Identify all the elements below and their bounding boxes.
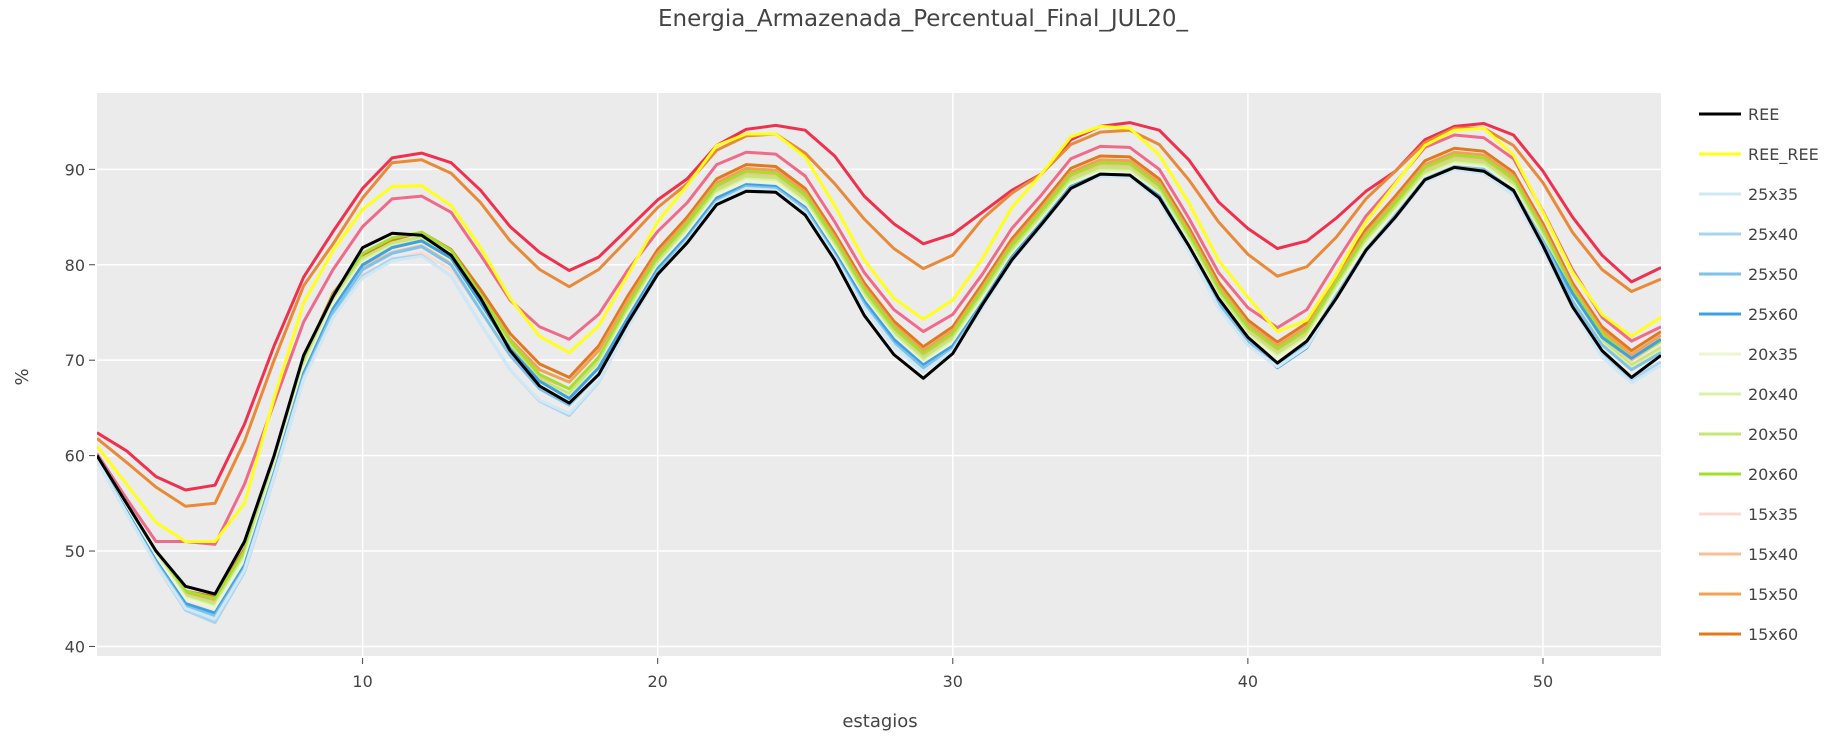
legend-item[interactable]: 25x60: [1699, 305, 1798, 324]
series-line-20x60: [97, 153, 1661, 601]
legend-item[interactable]: 20x50: [1699, 425, 1798, 444]
legend-label: 15x50: [1748, 585, 1798, 604]
legend-label: 15x60: [1748, 625, 1798, 644]
y-axis-ticks: 40 50 60 70 80 90: [65, 160, 95, 656]
legend-label: 20x50: [1748, 425, 1798, 444]
plot-area: [97, 93, 1661, 656]
legend-label: 15x35: [1748, 505, 1798, 524]
series-line-unlabeled-15: [97, 126, 1661, 508]
legend-item[interactable]: 25x35: [1699, 185, 1798, 204]
series-line-20x50: [97, 158, 1661, 605]
legend-label: 20x35: [1748, 345, 1798, 364]
legend-item[interactable]: 15x60: [1699, 625, 1798, 644]
legend-label: 15x40: [1748, 545, 1798, 564]
gridlines: [97, 93, 1661, 656]
legend-item[interactable]: 20x40: [1699, 385, 1798, 404]
legend-label: 20x60: [1748, 465, 1798, 484]
x-tick-label: 20: [647, 672, 667, 691]
y-tick-label: 80: [65, 256, 85, 275]
series-line-ree: [97, 165, 1661, 596]
legend-item[interactable]: 15x50: [1699, 585, 1798, 604]
x-tick-label: 50: [1533, 672, 1553, 691]
series-lines: [97, 121, 1661, 625]
legend-item[interactable]: 15x35: [1699, 505, 1798, 524]
legend-item[interactable]: 15x40: [1699, 545, 1798, 564]
y-tick-label: 60: [65, 447, 85, 466]
legend-label: 25x50: [1748, 265, 1798, 284]
y-tick-label: 40: [65, 637, 85, 656]
legend-item[interactable]: 25x40: [1699, 225, 1798, 244]
y-axis-label: %: [12, 368, 33, 385]
series-line-ree-ree: [97, 124, 1661, 543]
legend-item[interactable]: 20x60: [1699, 465, 1798, 484]
legend: REE REE_REE 25x35 25x40 25x50 25x60 20x35 20x40…: [1699, 105, 1819, 644]
y-tick-label: 50: [65, 542, 85, 561]
legend-label: 20x40: [1748, 385, 1798, 404]
legend-label: 25x60: [1748, 305, 1798, 324]
legend-label: REE_REE: [1748, 145, 1819, 165]
x-tick-label: 30: [943, 672, 963, 691]
x-tick-label: 40: [1238, 672, 1258, 691]
legend-label: 25x35: [1748, 185, 1798, 204]
legend-item[interactable]: REE: [1699, 105, 1779, 124]
legend-item[interactable]: 25x50: [1699, 265, 1798, 284]
legend-label: 25x40: [1748, 225, 1798, 244]
x-tick-label: 10: [352, 672, 372, 691]
legend-item[interactable]: 20x35: [1699, 345, 1798, 364]
x-axis-ticks: 10 20 30 40 50: [352, 658, 1553, 691]
chart-title: Energia_Armazenada_Percentual_Final_JUL2…: [658, 6, 1189, 32]
legend-label: REE: [1748, 105, 1779, 124]
legend-item[interactable]: REE_REE: [1699, 145, 1819, 165]
x-axis-label: estagios: [842, 711, 917, 732]
y-tick-label: 90: [65, 160, 85, 179]
y-tick-label: 70: [65, 351, 85, 370]
